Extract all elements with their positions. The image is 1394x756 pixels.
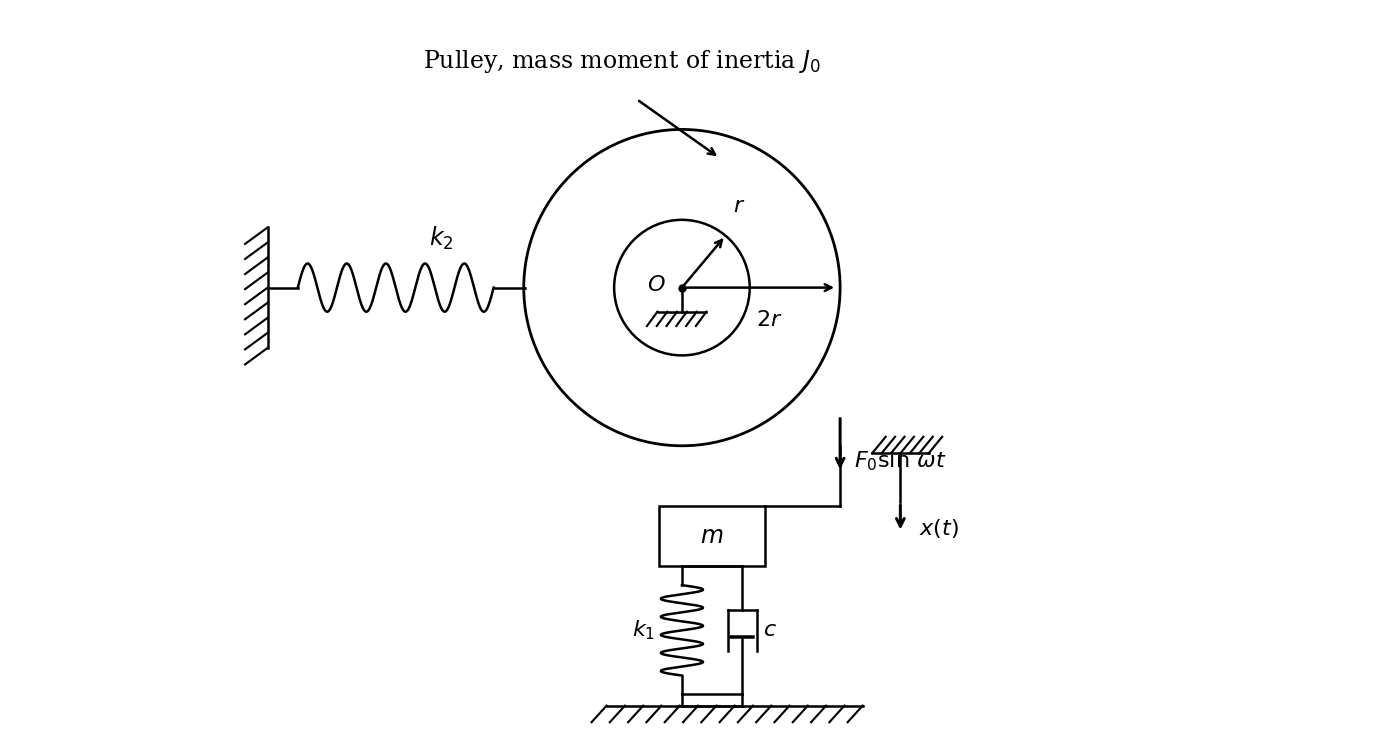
Text: $k_2$: $k_2$ [428,225,453,253]
Text: $k_1$: $k_1$ [633,618,655,642]
Text: $O$: $O$ [647,274,665,296]
Text: $r$: $r$ [733,195,746,217]
Text: $m$: $m$ [700,525,723,547]
Text: $x(t)$: $x(t)$ [919,517,959,540]
Text: Pulley, mass moment of inertia $J_0$: Pulley, mass moment of inertia $J_0$ [422,48,821,75]
Bar [659,506,765,566]
Text: $c$: $c$ [764,619,778,641]
Text: $2r$: $2r$ [756,308,782,330]
Text: $F_0\sin\,\omega t$: $F_0\sin\,\omega t$ [853,449,947,472]
